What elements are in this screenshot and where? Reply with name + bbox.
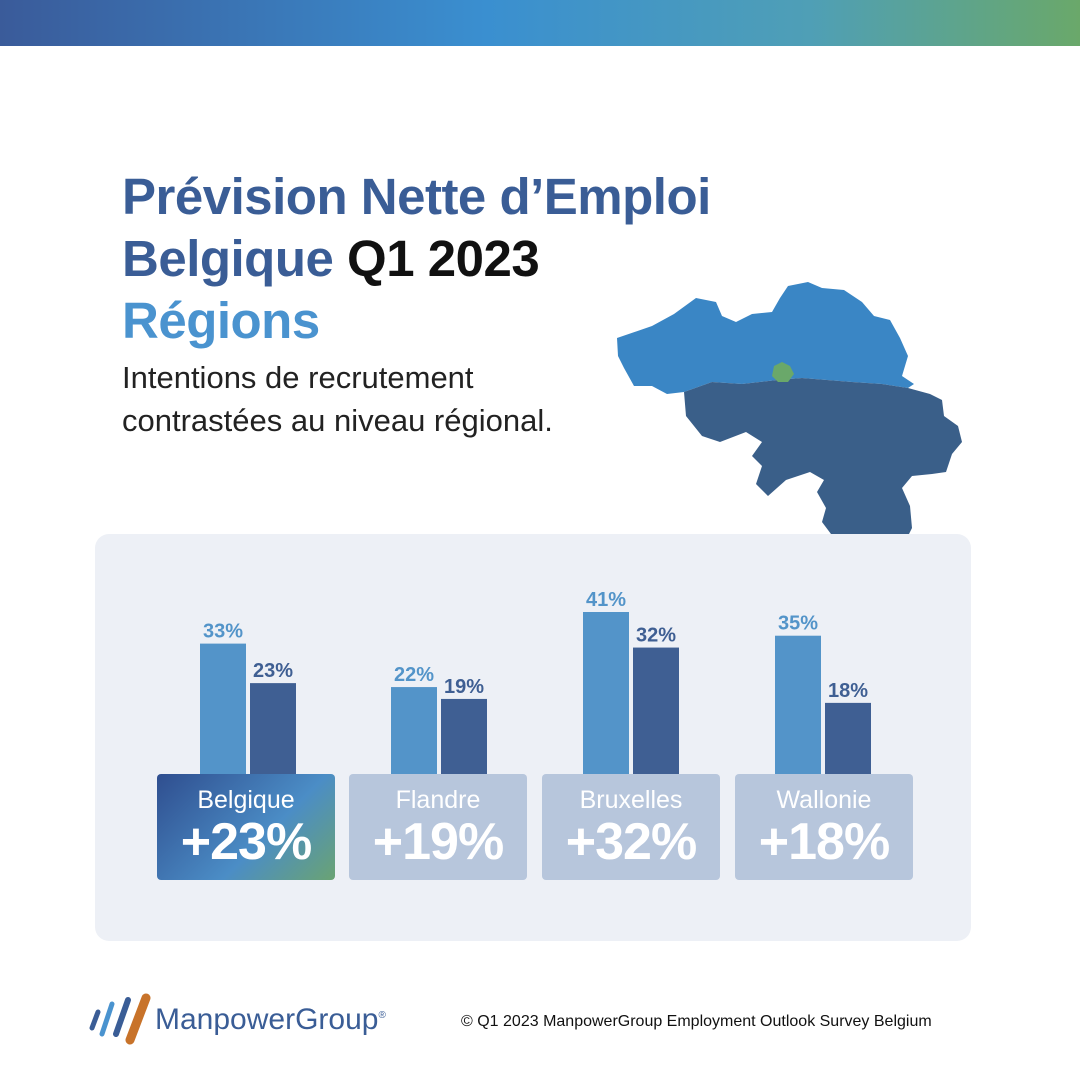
region-card-flandre: Flandre +19% xyxy=(349,774,527,880)
bar-value-label: 32% xyxy=(636,625,676,647)
map-region-brussels xyxy=(772,362,794,382)
region-card-belgique: Belgique +23% xyxy=(157,774,335,880)
region-card-name: Bruxelles xyxy=(579,786,683,814)
copyright-text: © Q1 2023 ManpowerGroup Employment Outlo… xyxy=(461,1013,932,1030)
bar-value-label: 41% xyxy=(586,589,626,611)
title-regions: Régions xyxy=(122,292,320,349)
logo-registered-mark: ® xyxy=(378,1010,386,1021)
region-card-name: Wallonie xyxy=(776,786,872,814)
map-region-wallonia xyxy=(684,378,962,566)
belgium-map xyxy=(617,282,962,566)
bar-belgique-light xyxy=(200,643,246,774)
bar-belgique-dark xyxy=(250,683,296,774)
region-card-wallonie: Wallonie +18% xyxy=(735,774,913,880)
subtitle-line-1: Intentions de recrutement xyxy=(122,360,474,395)
bar-value-label: 22% xyxy=(394,664,434,686)
bar-value-label: 19% xyxy=(444,676,484,698)
manpowergroup-logo-icon xyxy=(89,993,151,1045)
bar-value-label: 18% xyxy=(828,680,868,702)
bar-flandre-light xyxy=(391,687,437,774)
region-card-value: +19% xyxy=(372,813,504,871)
map-region-flanders xyxy=(617,282,914,394)
bar-wallonie-light xyxy=(775,635,821,774)
title-country: Belgique xyxy=(122,230,334,287)
subtitle-line-2: contrastées au niveau régional. xyxy=(122,403,553,438)
page-title: Prévision Nette d’Emploi Belgique Q1 202… xyxy=(122,166,711,352)
region-card-value: +18% xyxy=(758,813,890,871)
bar-bruxelles-dark xyxy=(633,647,679,774)
bar-value-label: 23% xyxy=(253,660,293,682)
subtitle: Intentions de recrutement contrastées au… xyxy=(122,356,553,442)
bar-wallonie-dark xyxy=(825,702,871,774)
bar-value-label: 33% xyxy=(203,621,243,643)
region-card-bruxelles: Bruxelles +32% xyxy=(542,774,720,880)
region-card-value: +32% xyxy=(565,813,697,871)
region-card-value: +23% xyxy=(180,813,312,871)
region-card-name: Belgique xyxy=(197,786,295,814)
bar-value-label: 35% xyxy=(778,613,818,635)
logo-text: ManpowerGroup® xyxy=(155,1003,386,1037)
bar-bruxelles-light xyxy=(583,612,629,774)
top-gradient-bar xyxy=(0,0,1080,46)
bar-flandre-dark xyxy=(441,698,487,774)
title-quarter: Q1 2023 xyxy=(347,230,540,287)
logo-wordmark: ManpowerGroup xyxy=(155,1003,379,1036)
title-line-1: Prévision Nette d’Emploi xyxy=(122,168,711,225)
region-card-name: Flandre xyxy=(395,786,481,814)
